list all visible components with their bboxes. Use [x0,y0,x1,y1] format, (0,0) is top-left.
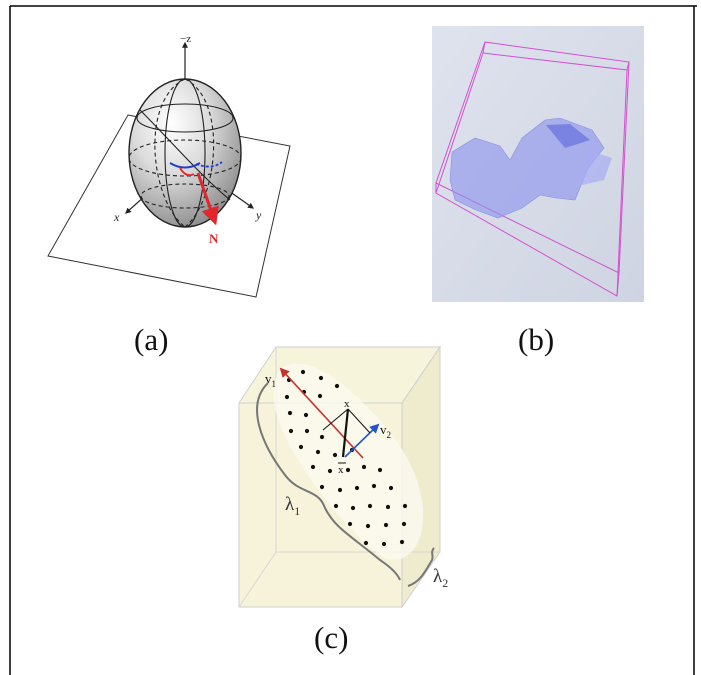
equator [128,139,242,177]
data-point [388,485,394,491]
normal-label: N [209,231,219,246]
v2-label: v2 [380,422,391,440]
data-point [317,393,323,399]
data-point [310,464,316,470]
angle-arc-red [179,167,195,177]
box-edge-3 [616,272,620,297]
data-point [300,369,306,375]
latitude-lower [140,183,230,209]
projection-line-1 [322,408,349,431]
data-point [361,464,367,470]
data-cloud [273,363,424,560]
data-point [385,504,391,510]
v1-vector [279,367,364,459]
caption-c: (c) [314,620,349,655]
caption-a: (a) [134,322,169,357]
lambda2-brace [407,547,435,587]
data-point [315,449,321,455]
data-point [303,412,309,418]
data-point [327,468,333,474]
panel-b-bounding-box [432,26,644,302]
data-point [337,487,343,493]
data-point [402,503,408,509]
data-point [334,383,340,389]
data-point [365,523,371,529]
data-point [363,540,369,546]
meridian-2 [154,78,186,228]
data-point [350,505,356,511]
x-axis-label: x [113,210,120,224]
lambda1-label: λ1 [285,494,300,518]
xbar-label: x [338,464,344,476]
data-point [332,452,338,458]
data-point [383,522,389,528]
v2-vector [344,423,380,458]
x-point-label: x [344,398,350,410]
data-point [298,444,304,450]
data-point [319,484,325,490]
data-point [377,467,383,473]
box-edge-1 [482,41,486,54]
v1-label: v1 [265,371,276,389]
data-point [284,394,290,400]
projection-line-2 [347,408,371,434]
great-circle [139,109,231,201]
lambda2-label: λ2 [433,566,448,590]
data-point [367,503,373,509]
data-point [287,410,293,416]
tumor-shape-shade [546,124,590,148]
box-hidden-edge-3 [238,551,277,608]
data-point [318,375,324,381]
box-edge-2 [626,61,630,71]
panel-c-pca-diagram: v1 v2 x x λ1 λ2 [238,345,448,609]
data-point [345,467,351,473]
angle-arc-blue-2 [195,161,223,168]
caption-b: (b) [518,322,555,357]
panel-a-sphere-diagram: −z x y N [47,33,291,298]
tumor-shape-face [578,150,612,186]
data-point [354,485,360,491]
data-point [319,434,325,440]
y-axis-label: y [255,208,262,222]
data-point [347,521,353,527]
data-point [399,539,405,545]
data-point [371,483,377,489]
x-to-xbar-line [341,408,350,458]
normal-vector [196,172,219,226]
lambda1-brace [256,382,401,581]
data-point [401,521,407,527]
data-point [381,541,387,547]
data-points [284,369,408,547]
z-axis-label: −z [180,33,191,45]
data-point [304,428,310,434]
meridian-3 [184,78,215,228]
data-point [288,428,294,434]
latitude-upper [136,103,234,133]
sphere [128,78,242,228]
data-point [333,503,339,509]
